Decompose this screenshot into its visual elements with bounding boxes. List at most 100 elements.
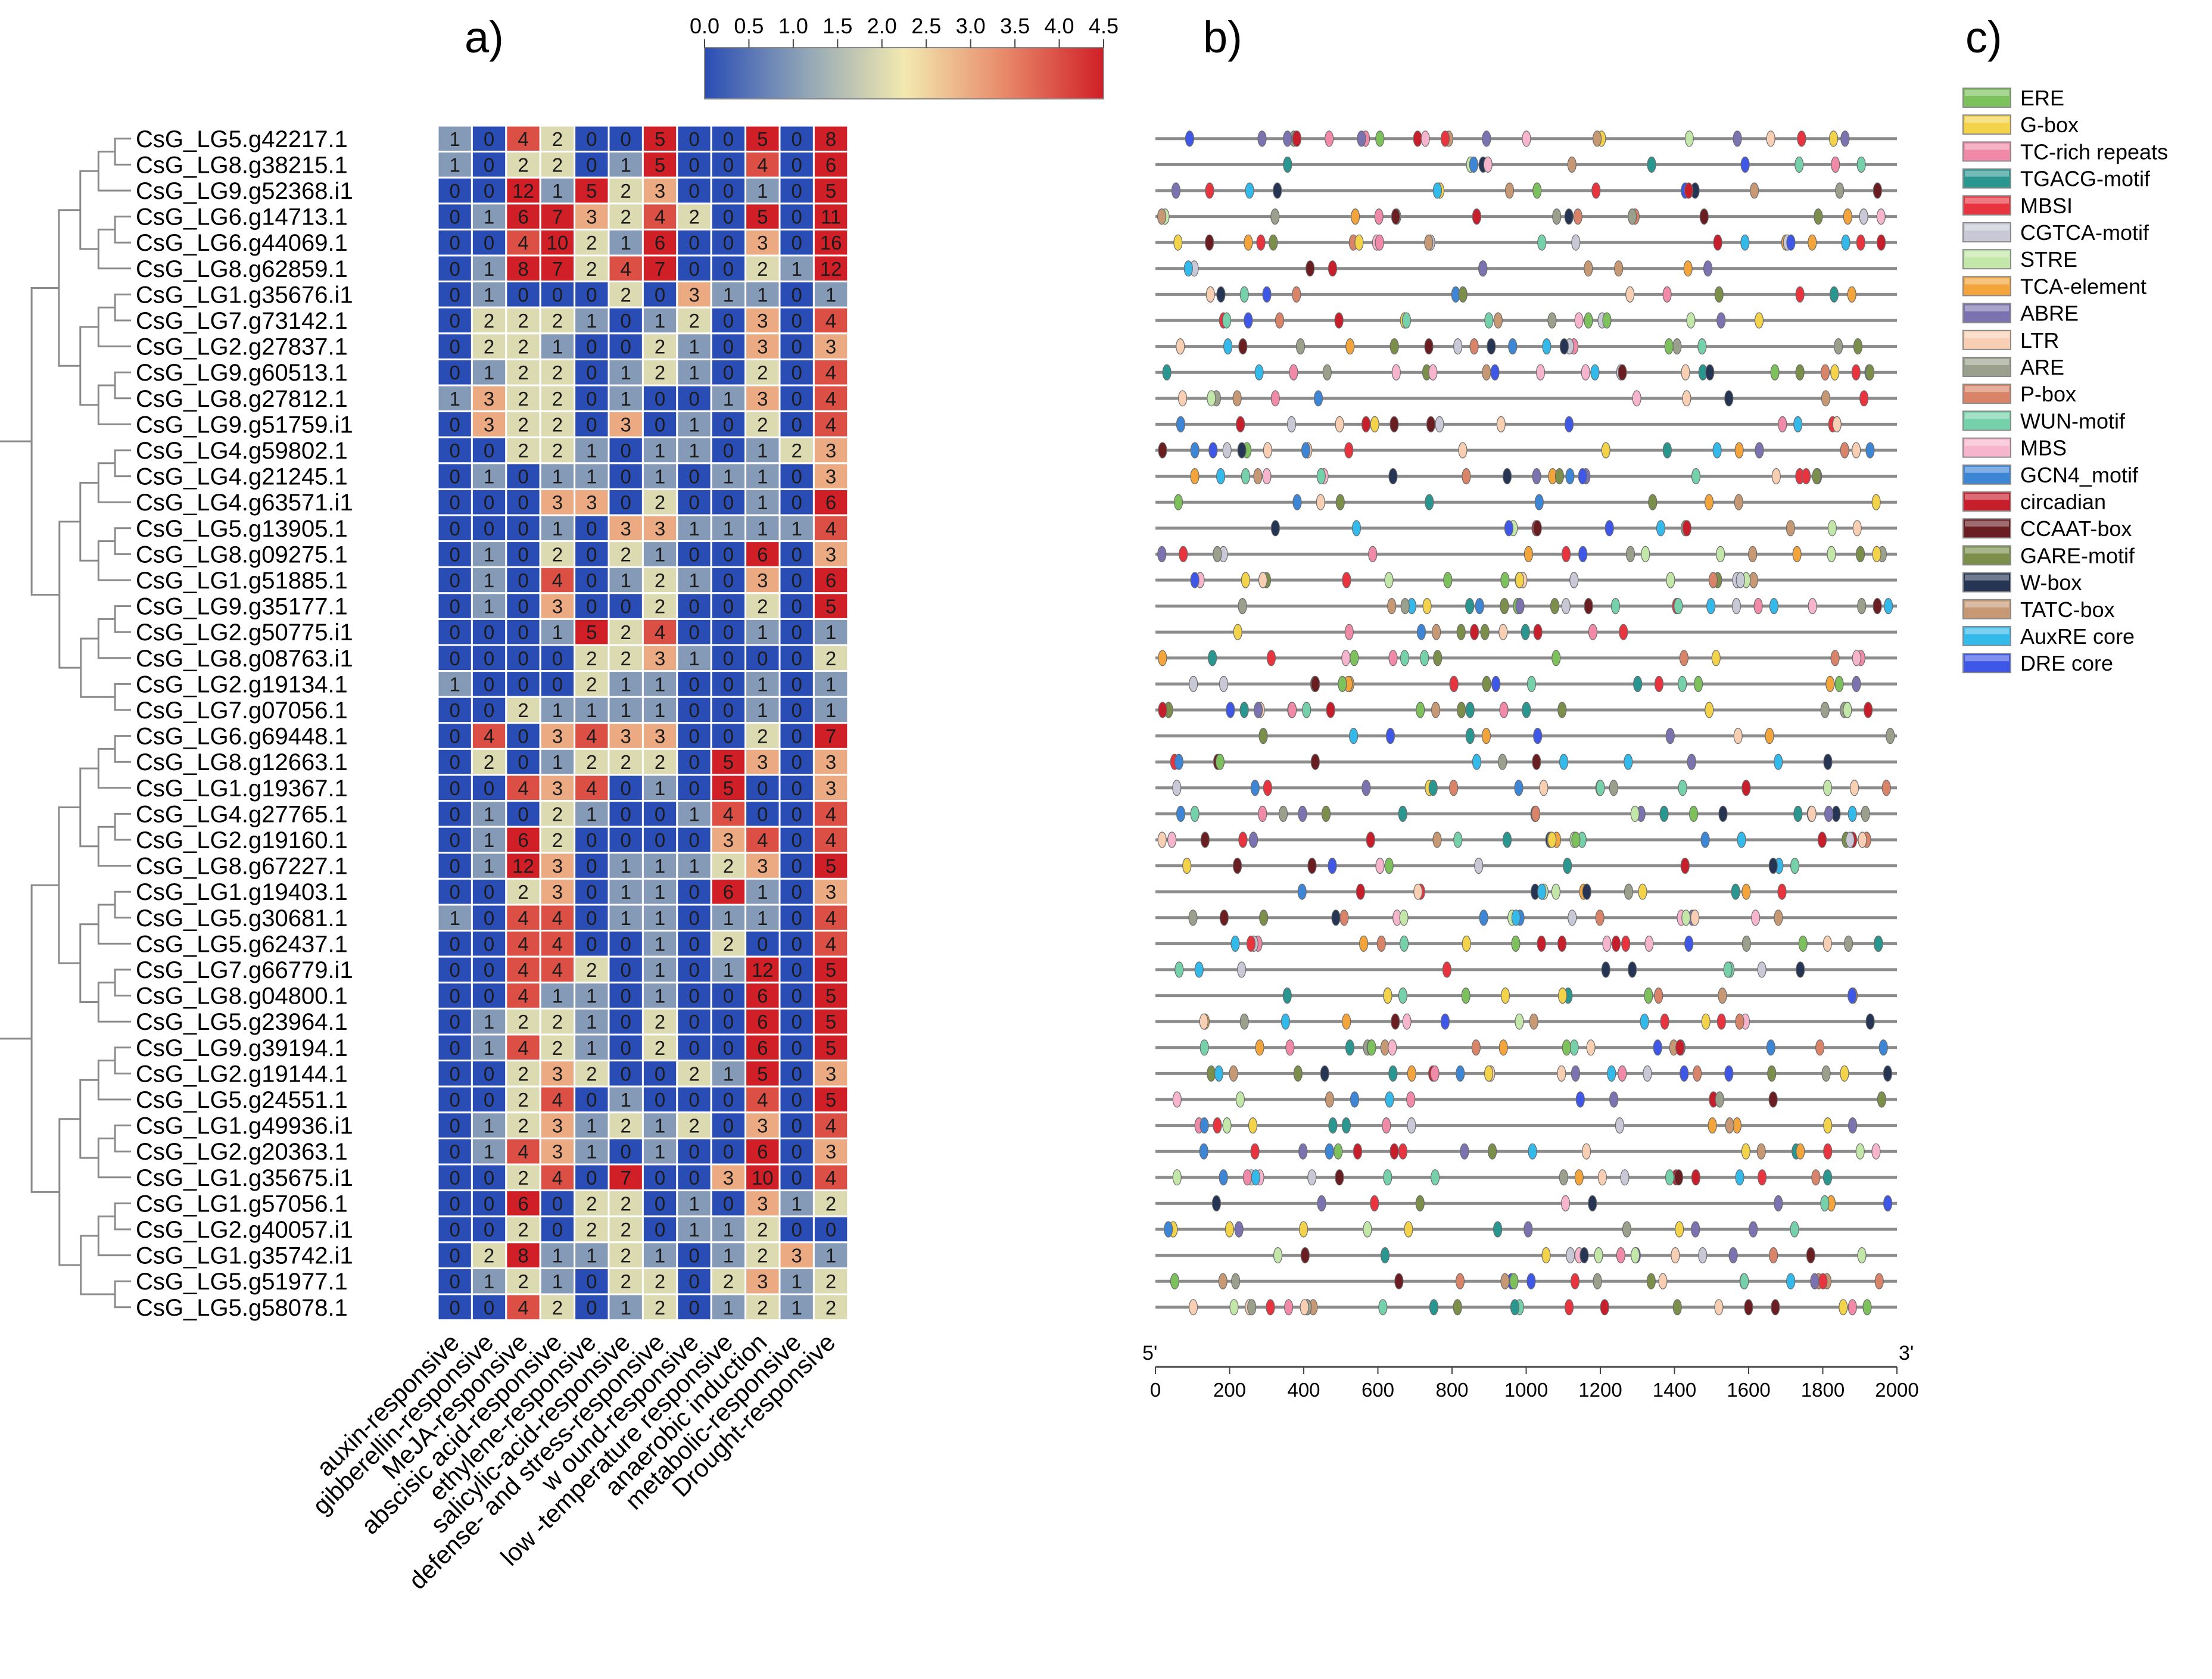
heatmap-cell	[812, 1267, 849, 1295]
motif-mark	[1253, 702, 1263, 718]
motif-mark	[1345, 338, 1355, 355]
heatmap-cell	[505, 1007, 541, 1036]
panel-label-b: b)	[1203, 13, 1242, 62]
legend-label: ERE	[2020, 86, 2064, 110]
axis-tick-label: 1200	[1578, 1379, 1622, 1401]
row-label: CsG_LG4.g27765.1	[136, 801, 348, 827]
motif-mark	[1653, 1039, 1662, 1056]
heatmap-cell-value: 0	[792, 388, 802, 410]
motif-mark	[1828, 130, 1839, 147]
legend-swatch	[1962, 88, 2011, 108]
motif-mark	[1757, 1169, 1767, 1186]
motif-mark	[1172, 1169, 1182, 1186]
heatmap-cell-value: 1	[757, 180, 768, 202]
heatmap-cell	[744, 540, 781, 568]
motif-mark	[1874, 935, 1883, 952]
legend-swatch	[1962, 653, 2011, 674]
heatmap-cell	[471, 1137, 507, 1166]
heatmap-cell-value: 0	[450, 569, 460, 591]
heatmap-cell-value: 1	[552, 336, 563, 358]
motif-mark	[1820, 702, 1830, 718]
heatmap-cell-value: 4	[552, 1167, 563, 1189]
motif-mark	[1384, 572, 1394, 588]
motif-mark	[1253, 468, 1263, 485]
motif-mark	[1502, 468, 1512, 485]
motif-mark	[1176, 805, 1186, 823]
motif-mark	[1407, 1065, 1416, 1082]
heatmap-cell-value: 7	[655, 258, 665, 280]
motif-mark	[1258, 572, 1268, 588]
motif-mark	[1179, 546, 1188, 563]
heatmap-cell	[471, 904, 507, 932]
heatmap-cell-value: 0	[655, 1089, 665, 1111]
heatmap-cell-value: 4	[518, 985, 528, 1007]
motif-mark	[1504, 182, 1515, 199]
motif-mark	[1718, 805, 1728, 823]
motif-mark	[1283, 130, 1292, 147]
motif-mark	[1292, 494, 1302, 510]
motif-mark	[1691, 468, 1701, 485]
motif-mark	[1790, 857, 1800, 874]
heatmap-cell	[607, 877, 644, 906]
motif-mark	[1350, 1091, 1360, 1108]
motif-mark	[1455, 1273, 1465, 1289]
motif-mark	[1724, 1065, 1734, 1082]
heatmap-cell-value: 0	[723, 543, 734, 565]
motif-mark	[1532, 468, 1541, 485]
heatmap-cell	[710, 488, 747, 516]
heatmap-cell-value: 0	[792, 1141, 802, 1163]
row-label: CsG_LG8.g04800.1	[136, 983, 348, 1010]
heatmap-cell-value: 5	[825, 959, 836, 981]
heatmap-cell-value: 2	[792, 440, 802, 462]
heatmap-cell-value: 0	[723, 413, 734, 435]
heatmap-cell-value: 0	[450, 855, 460, 877]
heatmap-cell-value: 1	[688, 1219, 699, 1241]
motif-mark	[1430, 1065, 1440, 1082]
motif-mark	[1234, 1221, 1244, 1238]
motif-mark	[1857, 597, 1867, 615]
heatmap-cell-value: 2	[757, 258, 768, 280]
heatmap-cell-value: 3	[757, 232, 768, 254]
heatmap-cell-value: 1	[450, 673, 460, 695]
heatmap-cell	[676, 592, 712, 620]
heatmap-cell-value: 0	[688, 699, 699, 721]
heatmap-cell-value: 0	[723, 647, 734, 669]
legend-label: TGACG-motif	[2020, 167, 2151, 191]
motif-mark	[1391, 208, 1401, 225]
motif-mark	[1609, 780, 1619, 796]
motif-mark	[1814, 208, 1823, 225]
motif-mark	[1565, 468, 1575, 485]
colorbar-tick-label: 1.0	[778, 14, 808, 38]
motif-mark	[1683, 260, 1693, 277]
heatmap-cell-value: 1	[723, 1297, 734, 1319]
motif-mark	[1424, 338, 1434, 355]
heatmap-cell-value: 2	[586, 232, 597, 254]
motif-mark	[1564, 416, 1574, 433]
heatmap-cell-value: 3	[621, 518, 631, 540]
motif-mark	[1250, 1143, 1260, 1160]
heatmap-cell-value: 0	[621, 1011, 631, 1033]
motif-mark	[1211, 1195, 1222, 1212]
heatmap-cell-value: 1	[688, 413, 699, 435]
heatmap-cell-value: 1	[792, 258, 802, 280]
heatmap-cell-value: 0	[450, 1089, 460, 1111]
motif-mark	[1493, 312, 1503, 329]
motif-mark	[1533, 727, 1543, 745]
motif-mark	[1706, 597, 1716, 615]
heatmap-cell	[505, 774, 541, 802]
motif-mark	[1855, 546, 1865, 563]
heatmap-cell-value: 5	[825, 1011, 836, 1033]
motif-mark	[1482, 130, 1491, 147]
dendrogram-branch	[114, 371, 131, 400]
motif-mark	[1406, 1091, 1416, 1108]
legend-label: ABRE	[2020, 301, 2079, 326]
motif-mark	[1205, 234, 1214, 251]
motif-mark	[1301, 442, 1311, 459]
motif-mark	[1563, 857, 1572, 874]
motif-mark	[1385, 1091, 1394, 1108]
heatmap-cell	[778, 1267, 815, 1295]
heatmap-cell-value: 0	[450, 180, 460, 202]
heatmap-cell	[641, 358, 678, 387]
motif-mark	[1283, 156, 1292, 173]
heatmap-cell-value: 2	[518, 440, 528, 462]
